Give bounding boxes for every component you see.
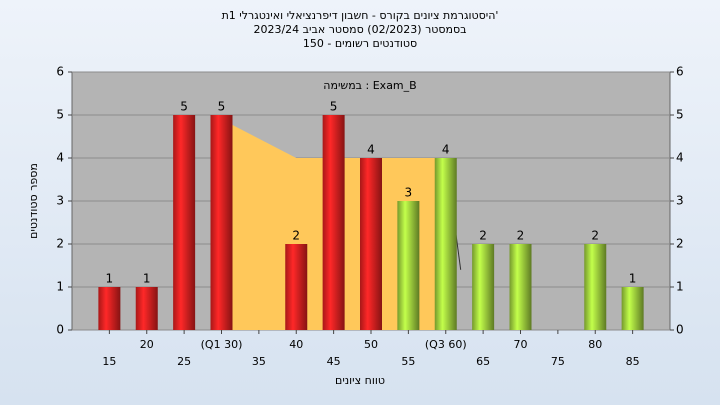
y-tick-label: 3	[56, 194, 64, 208]
x-tick-label: 40	[289, 338, 303, 351]
bar	[621, 287, 644, 330]
x-tick-label: 55	[401, 355, 415, 368]
x-tick-label: 15	[102, 355, 116, 368]
bar	[360, 158, 382, 330]
bar	[135, 287, 158, 330]
value-label: 1	[143, 272, 151, 286]
bar	[285, 244, 308, 330]
value-label: 2	[292, 229, 300, 243]
x-tick-label: (Q3 60)	[425, 338, 467, 351]
bar	[584, 244, 607, 330]
x-tick-label: 65	[476, 355, 490, 368]
value-label: 5	[180, 100, 188, 114]
x-tick-label: 85	[626, 355, 640, 368]
x-tick-label: (Q1 30)	[201, 338, 243, 351]
annotation: במשימה : Exam_B	[323, 79, 416, 92]
bar	[210, 115, 233, 330]
y2-tick-label: 3	[676, 194, 684, 208]
value-label: 5	[330, 100, 338, 114]
y-tick-label: 0	[56, 323, 64, 337]
x-tick-label: 20	[140, 338, 154, 351]
x-tick-label: 50	[364, 338, 378, 351]
value-label: 2	[591, 229, 599, 243]
value-label: 3	[405, 186, 413, 200]
y2-tick-label: 0	[676, 323, 684, 337]
x-tick-label: 70	[514, 338, 528, 351]
y-axis-label: מספר סטודנטים	[27, 163, 40, 239]
y2-tick-label: 5	[676, 108, 684, 122]
value-label: 4	[367, 143, 375, 157]
y-tick-label: 6	[56, 65, 64, 79]
chart-title: 'היסטוגרמת ציונים בקורס - חשבון דיפרנציא…	[222, 9, 499, 22]
subtitle: בסמסטר (02/2023) סמסטר אביב 2023/24	[253, 23, 466, 36]
x-tick-label: 80	[588, 338, 602, 351]
y-tick-label: 5	[56, 108, 64, 122]
x-tick-label: 25	[177, 355, 191, 368]
x-tick-label: 75	[551, 355, 565, 368]
x-axis-label: טווח ציונים	[335, 374, 385, 387]
y-tick-label: 2	[56, 237, 64, 251]
x-tick-label: 35	[252, 355, 266, 368]
y-tick-label: 4	[56, 151, 64, 165]
y2-tick-label: 4	[676, 151, 684, 165]
bar	[509, 244, 532, 330]
y2-tick-label: 2	[676, 237, 684, 251]
value-label: 1	[629, 272, 637, 286]
bar	[173, 115, 196, 330]
value-label: 2	[479, 229, 487, 243]
y2-tick-label: 6	[676, 65, 684, 79]
y-tick-label: 1	[56, 280, 64, 294]
value-label: 2	[517, 229, 525, 243]
subtitle: סטודנטים רשומים - 150	[303, 37, 417, 50]
x-tick-label: 45	[327, 355, 341, 368]
bar	[434, 158, 457, 330]
bar	[98, 287, 121, 330]
y2-tick-label: 1	[676, 280, 684, 294]
bar	[397, 201, 420, 330]
value-label: 4	[442, 143, 450, 157]
value-label: 1	[106, 272, 114, 286]
bar	[322, 115, 345, 330]
value-label: 5	[218, 100, 226, 114]
bar	[472, 244, 495, 330]
